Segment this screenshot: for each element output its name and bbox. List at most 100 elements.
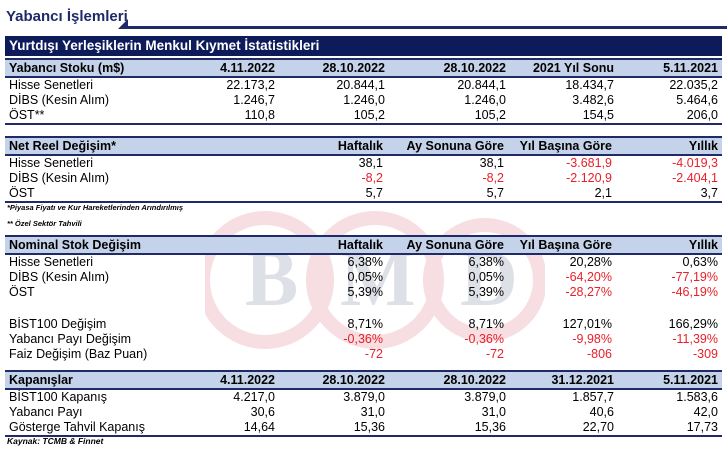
- cell: 8,71%: [468, 317, 504, 331]
- cell: -0,36%: [464, 332, 504, 346]
- table-header: Nominal Stok Değişim Haftalık Ay Sonuna …: [5, 235, 722, 255]
- cell: 105,2: [389, 108, 510, 125]
- cell: 31,0: [360, 405, 385, 419]
- row-label: Hisse Senetleri: [9, 255, 94, 269]
- row-label: Yabancı Payı Değişim: [9, 332, 132, 346]
- header-cell: 28.10.2022: [389, 58, 510, 78]
- header-cell: 2021 Yıl Sonu: [510, 58, 618, 78]
- row-label: Gösterge Tahvil Kapanış: [5, 420, 171, 437]
- cell: 3.879,0: [464, 390, 506, 404]
- cell: -46,19%: [671, 285, 718, 299]
- cell: -77,19%: [671, 270, 718, 284]
- header-cell: 28.10.2022: [279, 370, 389, 390]
- cell: -64,20%: [565, 270, 612, 284]
- cell: 5,39%: [468, 285, 504, 299]
- cell: 22.035,2: [669, 78, 718, 92]
- row-label: Hisse Senetleri: [9, 156, 94, 170]
- row-label: ÖST: [9, 285, 35, 299]
- cell: 40,6: [589, 405, 614, 419]
- table-row: Hisse Senetleri 6,38% 6,38% 20,28% 0,63%: [5, 254, 722, 270]
- cell: 5,39%: [347, 285, 383, 299]
- table-row: Faiz Değişim (Baz Puan) -72 -72 -806 -30…: [5, 347, 722, 362]
- real-change-table: Net Reel Değişim* Haftalık Ay Sonuna Gör…: [5, 136, 722, 203]
- cell: 20.844,1: [336, 78, 385, 92]
- header-cell: Yabancı Stoku (m$): [5, 58, 171, 78]
- cell: 206,0: [618, 108, 722, 125]
- cell: 1.246,7: [233, 93, 275, 107]
- row-label: DİBS (Kesin Alım): [9, 171, 110, 185]
- nominal-change-table: Nominal Stok Değişim Haftalık Ay Sonuna …: [5, 235, 722, 362]
- cell: 0,05%: [347, 270, 383, 284]
- source-note: Kaynak: TCMB & Finnet: [7, 436, 104, 446]
- header-cell: 5.11.2021: [618, 370, 722, 390]
- cell: 154,5: [510, 108, 618, 125]
- header-cell: 4.11.2022: [171, 370, 279, 390]
- cell: -0,36%: [343, 332, 383, 346]
- cell: -9,98%: [572, 332, 612, 346]
- cell: 0,05%: [468, 270, 504, 284]
- table-row: ÖST 5,7 5,7 2,1 3,7: [5, 186, 722, 203]
- header-cell: Ay Sonuna Göre: [387, 136, 508, 156]
- cell: -3.681,9: [566, 156, 612, 170]
- row-label: BİST100 Kapanış: [9, 390, 107, 404]
- table-row: Gösterge Tahvil Kapanış 14,64 15,36 15,3…: [5, 420, 722, 437]
- table-header: Yabancı Stoku (m$) 4.11.2022 28.10.2022 …: [5, 58, 722, 78]
- cell: 1.246,0: [464, 93, 506, 107]
- footnote: *Piyasa Fiyatı ve Kur Hareketlerinden Ar…: [7, 203, 184, 212]
- cell: 5,7: [171, 186, 387, 203]
- cell: 38,1: [358, 156, 383, 170]
- cell: 4.217,0: [233, 390, 275, 404]
- cell: -72: [485, 347, 504, 361]
- cell: 1.583,6: [676, 390, 718, 404]
- header-cell: 28.10.2022: [389, 370, 510, 390]
- cell: 14,64: [171, 420, 279, 437]
- cell: 3.879,0: [343, 390, 385, 404]
- row-label: Yabancı Payı: [9, 405, 83, 419]
- table-row: BİST100 Değişim 8,71% 8,71% 127,01% 166,…: [5, 317, 722, 332]
- cell: -806: [586, 347, 612, 361]
- cell: 31,0: [481, 405, 506, 419]
- cell: 1.857,7: [572, 390, 614, 404]
- header-cell: Kapanışlar: [5, 370, 171, 390]
- header-cell: Yıllık: [616, 136, 722, 156]
- header-cell: Yıl Başına Göre: [508, 136, 616, 156]
- header-cell: 4.11.2022: [171, 58, 279, 78]
- table-row: Yabancı Payı 30,6 31,0 31,0 40,6 42,0: [5, 405, 722, 420]
- header-cell: 31.12.2021: [510, 370, 618, 390]
- table-row: DİBS (Kesin Alım) 0,05% 0,05% -64,20% -7…: [5, 270, 722, 285]
- row-label: Hisse Senetleri: [9, 78, 94, 92]
- cell: -28,27%: [565, 285, 612, 299]
- cell: 6,38%: [347, 255, 383, 269]
- table-header: Net Reel Değişim* Haftalık Ay Sonuna Gör…: [5, 136, 722, 156]
- table-row: DİBS (Kesin Alım) -8,2 -8,2 -2.120,9 -2.…: [5, 171, 722, 186]
- table-row: DİBS (Kesin Alım) 1.246,7 1.246,0 1.246,…: [5, 93, 722, 108]
- cell: -11,39%: [672, 332, 718, 346]
- table-row: BİST100 Kapanış 4.217,0 3.879,0 3.879,0 …: [5, 389, 722, 405]
- cell: -2.120,9: [566, 171, 612, 185]
- cell: 127,01%: [562, 317, 612, 331]
- cell: 0,63%: [682, 255, 718, 269]
- cell: -72: [364, 347, 383, 361]
- row-label: DİBS (Kesin Alım): [9, 93, 110, 107]
- table-row: ÖST 5,39% 5,39% -28,27% -46,19%: [5, 285, 722, 300]
- table-row: Hisse Senetleri 38,1 38,1 -3.681,9 -4.01…: [5, 155, 722, 171]
- cell: -8,2: [482, 171, 504, 185]
- cell: 30,6: [250, 405, 275, 419]
- header-cell: 5.11.2021: [618, 58, 722, 78]
- cell: 20,28%: [569, 255, 612, 269]
- header-cell: Net Reel Değişim*: [5, 136, 171, 156]
- cell: 22.173,2: [226, 78, 275, 92]
- cell: 17,73: [618, 420, 722, 437]
- header-cell: 28.10.2022: [279, 58, 389, 78]
- spacer-row: [5, 300, 722, 317]
- header-cell: Nominal Stok Değişim: [5, 235, 171, 255]
- stock-table: Yabancı Stoku (m$) 4.11.2022 28.10.2022 …: [5, 58, 722, 125]
- footnote: ** Özel Sektör Tahvili: [7, 219, 82, 228]
- header-cell: Haftalık: [171, 235, 387, 255]
- table-row: ÖST** 110,8 105,2 105,2 154,5 206,0: [5, 108, 722, 125]
- cell: 20.844,1: [457, 78, 506, 92]
- cell: 166,29%: [668, 317, 718, 331]
- closings-table: Kapanışlar 4.11.2022 28.10.2022 28.10.20…: [5, 370, 722, 437]
- table-header: Kapanışlar 4.11.2022 28.10.2022 28.10.20…: [5, 370, 722, 390]
- row-label: ÖST: [5, 186, 171, 203]
